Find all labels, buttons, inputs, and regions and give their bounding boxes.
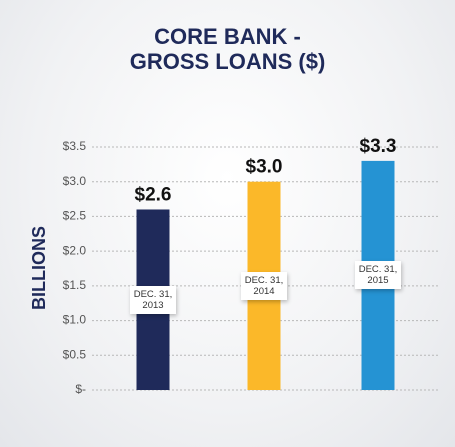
y-tick-label: $3.5 — [63, 139, 87, 153]
chart-title: CORE BANK - GROSS LOANS ($) — [129, 24, 326, 74]
value-label: $3.0 — [246, 157, 283, 178]
y-tick-label: $1.5 — [63, 278, 87, 292]
y-tick-label: $- — [75, 382, 86, 396]
y-tick-label: $2.0 — [63, 243, 87, 257]
value-label: $2.6 — [135, 185, 172, 206]
category-label: DEC. 31, 2013 — [130, 285, 176, 314]
y-tick-label: $0.5 — [63, 347, 87, 361]
y-tick-label: $3.0 — [63, 174, 87, 188]
y-tick-label: $1.0 — [63, 313, 87, 327]
y-tick-label: $2.5 — [63, 209, 87, 223]
category-label: DEC. 31, 2014 — [241, 271, 287, 300]
category-label: DEC. 31, 2015 — [355, 261, 401, 290]
title-box: CORE BANK - GROSS LOANS ($) — [0, 24, 455, 74]
y-axis-label: BILLIONS — [29, 226, 49, 310]
value-label: $3.3 — [360, 136, 397, 157]
